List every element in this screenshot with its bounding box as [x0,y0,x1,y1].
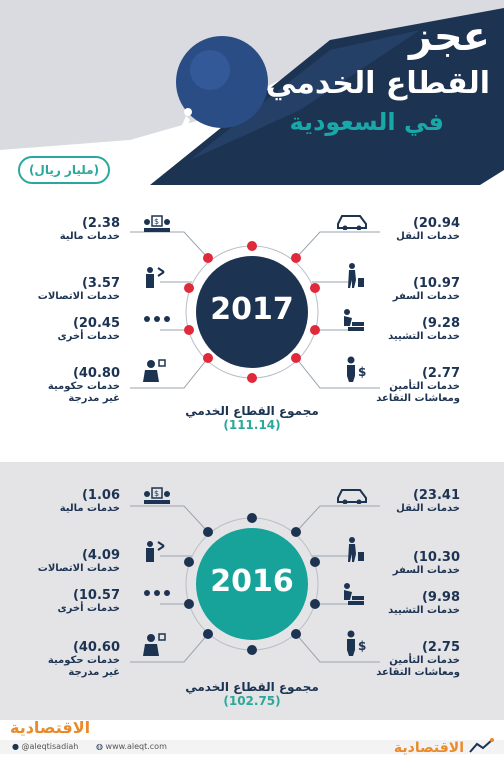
footer-bar [0,740,504,754]
total-value: (102.75) [223,694,281,708]
item-insurance: (2.75 خدمات التأمين ومعاشات التقاعد [376,640,460,678]
man-money-icon: $ [347,356,366,382]
title-line-1: عجز [408,14,490,60]
svg-text:$: $ [358,365,366,379]
traveler-icon [348,537,364,562]
year-circle [196,256,308,368]
construction-worker-icon [344,309,364,331]
government-official-icon [143,359,166,382]
item-government: (40.80 خدمات حكومية غير مدرجة [47,366,120,404]
globe-icon: ◍ [96,742,103,751]
item-other: (10.57 خدمات أخرى [57,588,120,614]
item-other: (20.45 خدمات أخرى [57,316,120,342]
total-label: مجموع القطاع الخدمي [185,680,319,694]
item-finance: (1.06 خدمات مالية [59,488,120,514]
total-label: مجموع القطاع الخدمي [185,404,319,418]
finance-meeting-icon: $ [144,487,170,504]
trend-chart-icon [469,738,494,753]
twitter-handle[interactable]: ● @aleqtisadiah [12,742,79,751]
website-link[interactable]: ◍ www.aleqt.com [96,742,167,751]
title-line-4: خلال النصف الأول [283,140,444,161]
svg-text:$: $ [358,639,366,653]
item-transport: (20.94 خدمات النقل [396,216,460,242]
brand-logo-right: الاقتصادية [393,740,464,756]
dots-icon [144,590,170,596]
government-official-icon [143,633,166,656]
svg-text:$: $ [154,489,159,498]
section-2017: 2017 (20.94 خدمات النقل (10.97 خدمات الس… [0,190,504,462]
finance-meeting-icon: $ [144,215,170,232]
car-icon [337,215,367,230]
ring-dots [184,241,320,383]
total-value: (111.14) [223,418,281,432]
item-transport: (23.41 خدمات النقل [396,488,460,514]
item-telecom: (3.57 خدمات الاتصالات [37,276,120,302]
year-circle [196,528,308,640]
item-government: (40.60 خدمات حكومية غير مدرجة [47,640,120,678]
telecom-worker-icon [146,267,165,288]
item-finance: (2.38 خدمات مالية [59,216,120,242]
svg-text:$: $ [154,217,159,226]
car-icon [337,489,367,504]
item-travel: (10.97 خدمات السفر [392,276,460,302]
item-telecom: (4.09 خدمات الاتصالات [37,548,120,574]
traveler-icon [348,263,364,288]
twitter-icon: ● [12,742,19,751]
construction-worker-icon [344,583,364,605]
title-line-2: القطاع الخدمي [266,66,490,101]
year-label: 2017 [210,292,294,327]
title-line-3: في السعودية [289,108,445,136]
header-illustration [0,0,504,185]
item-construction: (9.28 خدمات التشييد [388,316,460,342]
man-money-icon: $ [347,630,366,656]
header: عجز القطاع الخدمي في السعودية خلال النصف… [0,0,504,190]
pushing-man-icon [172,108,192,149]
section-2016-diagram [130,505,380,663]
brand-logo-left: الاقتصادية [10,718,91,737]
item-travel: (10.30 خدمات السفر [392,550,460,576]
item-insurance: (2.77 خدمات التأمين ومعاشات التقاعد [376,366,460,404]
ring-dots [184,513,320,655]
item-construction: (9.98 خدمات التشييد [388,590,460,616]
unit-label: (مليار ريال) [18,156,110,184]
section-2017-diagram [130,231,380,389]
year-label: 2016 [210,564,294,599]
section-2016: 2016 (23.41 خدمات النقل (10.30 خدمات الس… [0,462,504,720]
dots-icon [144,316,170,322]
telecom-worker-icon [146,541,165,562]
